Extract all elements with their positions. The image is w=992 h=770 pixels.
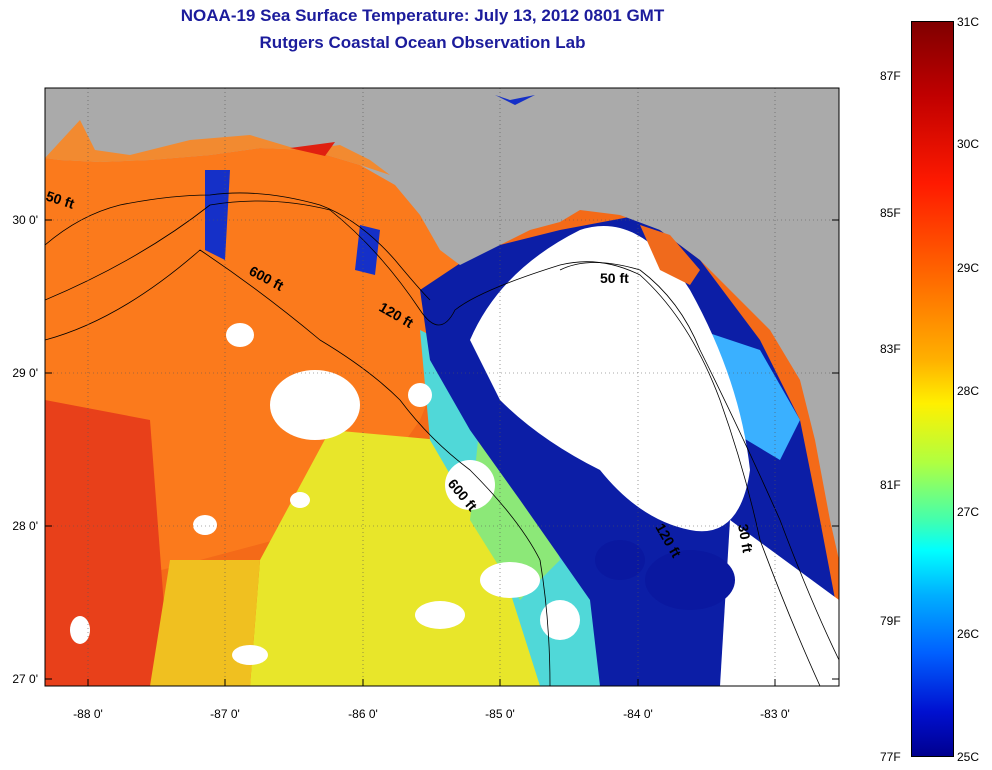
- cold-blob-2: [595, 540, 645, 580]
- cloud-9: [290, 492, 310, 508]
- zone-red-west: [45, 400, 170, 686]
- bay-water: [45, 120, 390, 175]
- cloud-6: [415, 601, 465, 629]
- cloud-4: [408, 383, 432, 407]
- x-tick-85: -85 0': [485, 707, 515, 721]
- cloud-big: [470, 226, 750, 532]
- cbar-label-30c: 30C: [957, 137, 980, 151]
- bay-red: [290, 142, 335, 156]
- y-tick-27: 27 0': [12, 672, 38, 686]
- y-tick-28: 28 0': [12, 519, 38, 533]
- contour-label-30ft: 30 ft: [735, 523, 756, 554]
- x-tick-87: -87 0': [210, 707, 240, 721]
- contour-50ft-west: [45, 192, 431, 301]
- contour-label-50ft-east: 50 ft: [600, 270, 629, 286]
- cloud-1: [270, 370, 360, 440]
- map-frame: [44, 87, 840, 687]
- x-tick-83: -83 0': [760, 707, 790, 721]
- cbar-label-83f: 83F: [880, 342, 901, 356]
- cbar-label-79f: 79F: [880, 614, 901, 628]
- lake-blue: [495, 95, 535, 105]
- cbar-label-26c: 26C: [957, 627, 980, 641]
- cbar-label-31c: 31C: [957, 15, 980, 29]
- map-subtitle: Rutgers Coastal Ocean Observation Lab: [259, 33, 586, 52]
- contour-120ft: [45, 200, 821, 686]
- x-tick-88: -88 0': [73, 707, 103, 721]
- streak-west: [205, 170, 230, 260]
- cbar-label-29c: 29C: [957, 261, 980, 275]
- graticule: [45, 88, 839, 686]
- x-tick-86: -86 0': [348, 707, 378, 721]
- cbar-label-85f: 85F: [880, 206, 901, 220]
- cbar-label-25c: 25C: [957, 750, 980, 764]
- cloud-10: [70, 616, 90, 644]
- y-tick-30: 30 0': [12, 213, 38, 227]
- zone-orange: [45, 88, 500, 600]
- y-tick-29: 29 0': [12, 366, 38, 380]
- cold-blob-1: [645, 550, 735, 610]
- cloud-7: [540, 600, 580, 640]
- cbar-label-77f: 77F: [880, 750, 901, 764]
- cloud-11: [232, 645, 268, 665]
- cbar-label-81f: 81F: [880, 478, 901, 492]
- x-tick-84: -84 0': [623, 707, 653, 721]
- map-title: NOAA-19 Sea Surface Temperature: July 13…: [180, 6, 665, 25]
- contour-50ft-east: [559, 262, 839, 661]
- land-north: [45, 88, 839, 560]
- cyan-patch: [700, 330, 800, 460]
- cloud-3: [226, 323, 254, 347]
- cloud-south: [720, 520, 839, 686]
- cloud-5: [480, 562, 540, 598]
- cloud-8: [193, 515, 217, 535]
- cbar-label-87f: 87F: [880, 69, 901, 83]
- big-bend-warm: [640, 225, 700, 285]
- contour-600ft: [45, 249, 551, 686]
- cbar-label-28c: 28C: [957, 384, 980, 398]
- temperature-colorbar: [911, 21, 954, 757]
- cbar-label-27c: 27C: [957, 505, 980, 519]
- cloud-2: [445, 460, 495, 510]
